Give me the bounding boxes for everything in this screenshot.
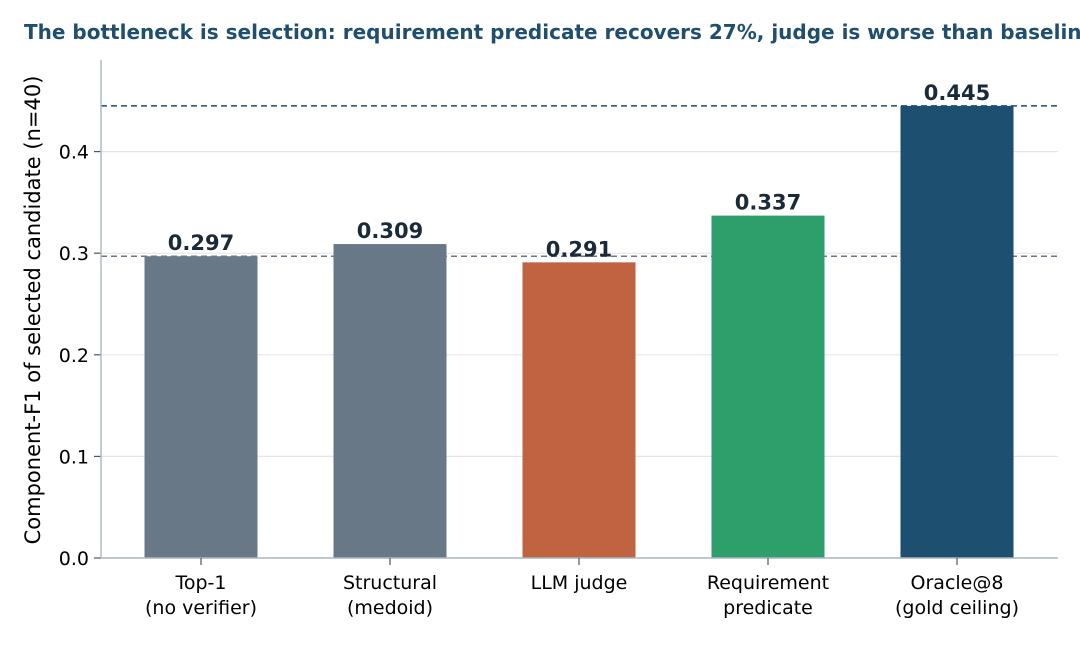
- y-axis-label: Component-F1 of selected candidate (n=40…: [21, 76, 45, 545]
- y-tick-label: 0.1: [59, 446, 89, 468]
- value-label: 0.291: [546, 237, 612, 261]
- y-tick-label: 0.0: [59, 548, 89, 570]
- x-tick-label: (medoid): [347, 597, 433, 619]
- bar: [900, 105, 1014, 558]
- value-label: 0.297: [168, 231, 234, 255]
- value-label: 0.337: [735, 191, 801, 215]
- y-tick-label: 0.3: [59, 243, 89, 265]
- x-tick-label: Top-1: [174, 572, 226, 594]
- x-tick-label: (no verifier): [145, 597, 257, 619]
- x-tick-label: (gold ceiling): [895, 597, 1019, 619]
- bars: [144, 105, 1014, 558]
- bar: [333, 244, 447, 558]
- bar: [711, 215, 825, 558]
- chart-title: The bottleneck is selection: requirement…: [24, 20, 1080, 44]
- bar: [522, 262, 636, 558]
- x-tick-label: predicate: [723, 597, 813, 619]
- y-tick-label: 0.4: [59, 142, 89, 164]
- value-label: 0.309: [357, 219, 423, 243]
- x-tick-label: Structural: [343, 572, 437, 594]
- axes: 0.0 0.1 0.2 0.3 0.4 Top-1 (no verifier) Structu…: [59, 60, 1058, 619]
- value-labels: 0.297 0.309 0.291 0.337 0.445: [168, 81, 990, 261]
- x-tick-label: Oracle@8: [911, 572, 1004, 594]
- bar: [144, 256, 258, 558]
- x-tick-label: Requirement: [707, 572, 829, 594]
- y-tick-label: 0.2: [59, 345, 89, 367]
- value-label: 0.445: [924, 81, 990, 105]
- x-tick-label: LLM judge: [531, 572, 628, 594]
